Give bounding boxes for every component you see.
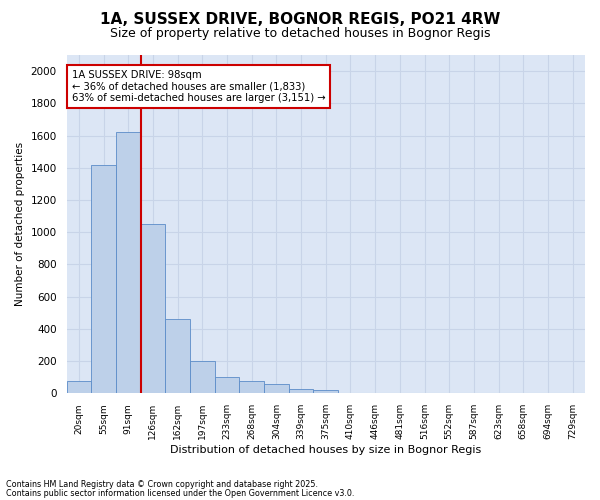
Bar: [264, 384, 289, 394]
Bar: [190, 361, 215, 394]
Y-axis label: Number of detached properties: Number of detached properties: [15, 142, 25, 306]
Bar: [116, 132, 140, 394]
Bar: [140, 224, 165, 394]
Text: 1A SUSSEX DRIVE: 98sqm
← 36% of detached houses are smaller (1,833)
63% of semi-: 1A SUSSEX DRIVE: 98sqm ← 36% of detached…: [72, 70, 325, 103]
Bar: [289, 388, 313, 394]
Text: 1A, SUSSEX DRIVE, BOGNOR REGIS, PO21 4RW: 1A, SUSSEX DRIVE, BOGNOR REGIS, PO21 4RW: [100, 12, 500, 28]
Bar: [91, 164, 116, 394]
Text: Size of property relative to detached houses in Bognor Regis: Size of property relative to detached ho…: [110, 28, 490, 40]
Bar: [67, 382, 91, 394]
Text: Contains HM Land Registry data © Crown copyright and database right 2025.: Contains HM Land Registry data © Crown c…: [6, 480, 318, 489]
X-axis label: Distribution of detached houses by size in Bognor Regis: Distribution of detached houses by size …: [170, 445, 481, 455]
Bar: [215, 377, 239, 394]
Bar: [165, 319, 190, 394]
Bar: [313, 390, 338, 394]
Text: Contains public sector information licensed under the Open Government Licence v3: Contains public sector information licen…: [6, 488, 355, 498]
Bar: [239, 382, 264, 394]
